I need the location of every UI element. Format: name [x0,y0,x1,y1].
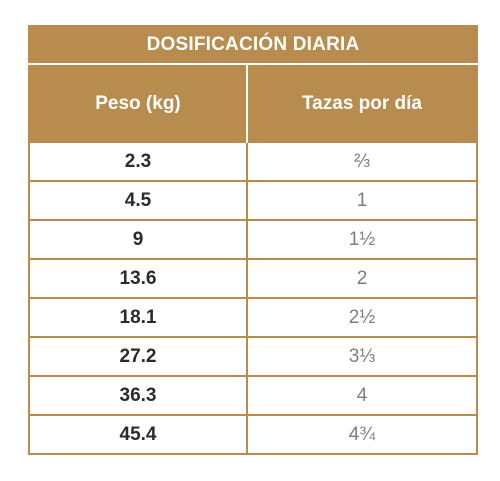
table-row: 45.4 4¾ [29,414,477,454]
weight-cell: 9 [29,219,248,259]
cups-cell: 4¾ [247,414,477,454]
table-title: DOSIFICACIÓN DIARIA [29,26,477,65]
table-row: 27.2 3⅓ [29,336,477,376]
weight-cell: 4.5 [29,180,248,220]
table-row: 2.3 ⅔ [29,143,477,181]
table-row: 36.3 4 [29,375,477,415]
table-title-row: DOSIFICACIÓN DIARIA [29,26,477,65]
cups-column-header: Tazas por día [247,64,477,143]
weight-cell: 45.4 [29,414,248,454]
weight-cell: 18.1 [29,297,248,337]
table-row: 4.5 1 [29,180,477,220]
table-row: 9 1½ [29,219,477,259]
weight-cell: 13.6 [29,258,248,298]
table-header-row: Peso (kg) Tazas por día [29,64,477,143]
weight-cell: 36.3 [29,375,248,415]
weight-cell: 27.2 [29,336,248,376]
cups-cell: ⅔ [354,150,370,172]
weight-column-header: Peso (kg) [29,64,248,143]
table-row: 13.6 2 [29,258,477,298]
weight-cell: 2.3 [29,143,248,181]
cups-cell: 1½ [247,219,477,259]
daily-dosage-table: DOSIFICACIÓN DIARIA Peso (kg) Tazas por … [28,25,478,455]
cups-cell: 1 [247,180,477,220]
table-row: 18.1 2½ [29,297,477,337]
cups-cell: 2 [247,258,477,298]
cups-cell: 3⅓ [247,336,477,376]
cups-cell: 4 [247,375,477,415]
cups-cell: 2½ [247,297,477,337]
